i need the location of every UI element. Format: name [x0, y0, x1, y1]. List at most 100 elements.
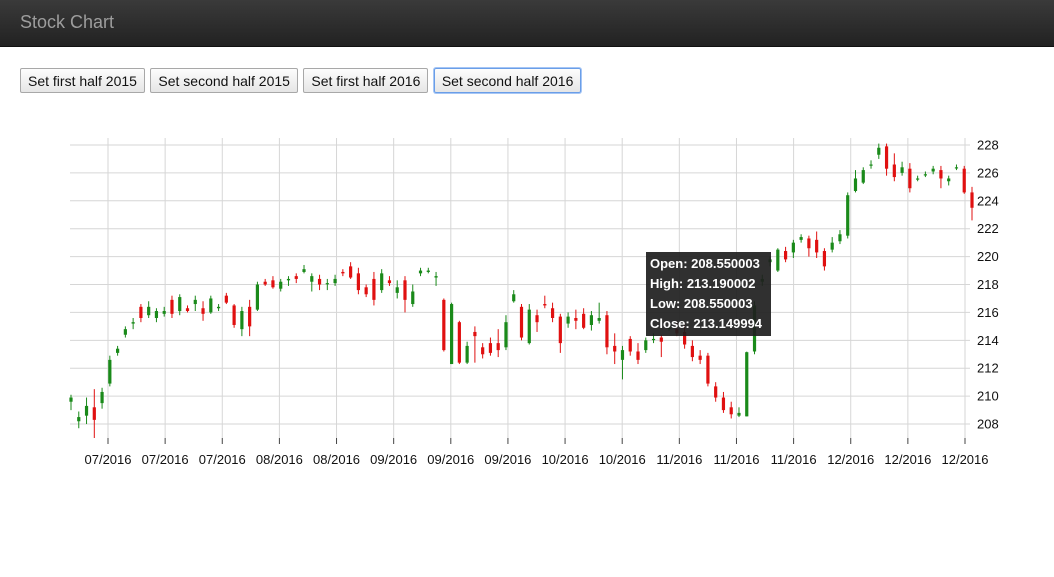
candle-body: [356, 273, 360, 291]
candle: [154, 308, 159, 323]
candle-body: [154, 311, 159, 318]
candle-body: [442, 299, 446, 351]
candle: [527, 304, 531, 345]
candle-body: [473, 331, 477, 337]
candle: [737, 407, 741, 418]
candle-body: [325, 283, 329, 285]
y-tick-label: 216: [977, 305, 999, 320]
candle-body: [807, 238, 811, 249]
candle-body: [178, 297, 182, 312]
candle: [791, 239, 795, 258]
set-first-half-2016-button[interactable]: Set first half 2016: [303, 68, 429, 93]
candle: [605, 311, 609, 355]
candle-body: [783, 251, 788, 260]
candle: [861, 167, 865, 185]
candle-body: [605, 315, 609, 348]
candle: [504, 315, 508, 351]
candle-body: [108, 359, 112, 384]
candle-body: [535, 315, 539, 323]
candle-body: [620, 350, 625, 360]
candle: [550, 302, 555, 323]
x-tick-label: 09/2016: [370, 452, 417, 467]
candle: [659, 334, 663, 358]
candle: [900, 161, 904, 176]
candles: [69, 143, 974, 438]
tooltip-high: High: 213.190002: [650, 276, 756, 291]
candle: [364, 284, 368, 298]
candle: [294, 273, 298, 284]
candle-body: [512, 294, 516, 302]
candle: [434, 271, 438, 286]
candle: [628, 336, 632, 356]
candle: [644, 337, 648, 353]
candle-body: [201, 308, 205, 314]
tooltip-low: Low: 208.550003: [650, 296, 753, 311]
app-title[interactable]: Stock Chart: [20, 12, 115, 32]
candle-body: [317, 278, 322, 285]
candle: [884, 143, 889, 176]
candle-body: [193, 299, 197, 305]
candle: [807, 235, 811, 257]
candle-body: [286, 278, 291, 281]
candlestick-chart[interactable]: 208 210 212 214 216 218 220 222 224 226 228 07/201…: [0, 130, 1054, 475]
candle-body: [853, 178, 858, 192]
candle: [582, 308, 586, 330]
candle: [356, 267, 360, 295]
candle-body: [737, 412, 741, 416]
candle-body: [892, 164, 896, 178]
set-first-half-2015-button[interactable]: Set first half 2015: [20, 68, 145, 93]
candle-body: [434, 276, 438, 278]
candle: [512, 290, 516, 303]
candle: [240, 306, 244, 337]
candle-body: [496, 343, 500, 351]
candle-body: [426, 270, 430, 272]
candle: [147, 301, 151, 318]
x-tick-label: 09/2016: [427, 452, 474, 467]
candle: [714, 382, 718, 402]
candle-body: [263, 281, 267, 285]
x-tick-label: 07/2016: [142, 452, 189, 467]
candle-body: [822, 251, 827, 267]
candle-body: [776, 249, 780, 271]
candle-body: [364, 287, 368, 295]
candle-body: [333, 278, 337, 284]
candle-body: [504, 322, 508, 348]
candle-body: [869, 164, 873, 166]
candle: [84, 397, 89, 425]
x-tick-label: 07/2016: [85, 452, 132, 467]
candle-body: [279, 281, 283, 289]
candle-body: [690, 345, 694, 358]
x-tick-label: 08/2016: [313, 452, 360, 467]
candle: [830, 237, 834, 253]
candle-body: [714, 386, 718, 398]
set-second-half-2016-button[interactable]: Set second half 2016: [433, 68, 582, 93]
candle-body: [248, 306, 252, 327]
candle: [170, 295, 174, 318]
ohlc-tooltip: Open: 208.550003 High: 213.190002 Low: 2…: [646, 252, 771, 336]
candle-body: [954, 167, 959, 169]
candle: [473, 326, 477, 363]
set-second-half-2015-button[interactable]: Set second half 2015: [150, 68, 298, 93]
candle-body: [209, 298, 213, 313]
candle: [349, 262, 353, 279]
candle-body: [916, 178, 920, 180]
candle: [869, 160, 873, 169]
candle: [162, 306, 166, 317]
candle-body: [240, 311, 244, 330]
candle: [597, 302, 601, 324]
candle: [139, 304, 143, 323]
candle-body: [162, 311, 166, 314]
candle-body: [216, 306, 221, 309]
candle: [224, 292, 228, 305]
candle-body: [131, 322, 135, 324]
candle: [846, 192, 850, 239]
y-tick-label: 210: [977, 389, 999, 404]
candle: [116, 345, 120, 356]
x-tick-label: 10/2016: [599, 452, 646, 467]
candle: [721, 391, 726, 413]
candle: [248, 299, 252, 337]
candle-body: [830, 242, 834, 250]
candle-body: [77, 417, 81, 422]
candle: [690, 340, 694, 362]
candle: [799, 234, 803, 243]
